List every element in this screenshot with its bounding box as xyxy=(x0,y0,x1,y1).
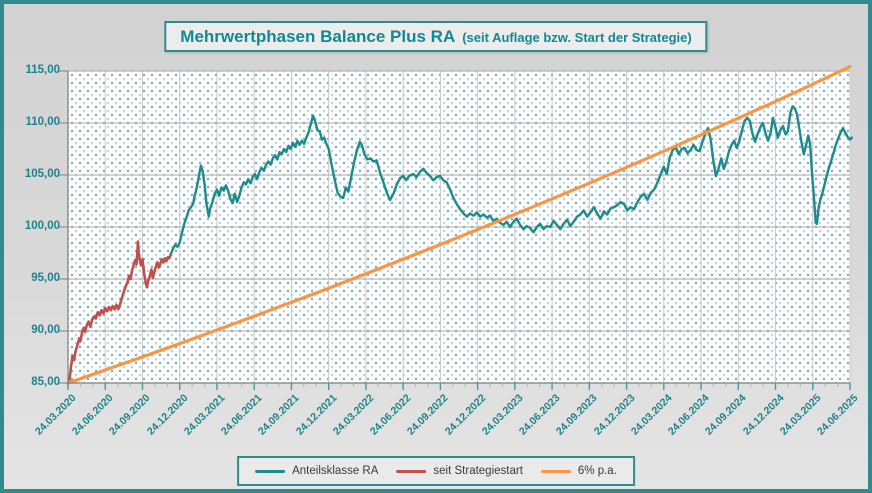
legend-line-swatch-2 xyxy=(396,469,427,473)
y-axis-label: 115,00 xyxy=(25,64,60,76)
chart-title-box: Mehrwertphasen Balance Plus RA (seit Auf… xyxy=(164,21,708,52)
legend-label: seit Strategiestart xyxy=(433,465,523,477)
y-axis-label: 100,00 xyxy=(24,220,60,232)
legend-item: seit Strategiestart xyxy=(396,465,523,477)
legend-line-swatch-1 xyxy=(255,469,286,473)
y-axis-label: 85,00 xyxy=(31,376,60,388)
legend-item: 6% p.a. xyxy=(540,465,617,477)
legend-item: Anteilsklasse RA xyxy=(255,465,378,477)
chart-title: Mehrwertphasen Balance Plus RA xyxy=(180,27,456,46)
legend-label: 6% p.a. xyxy=(577,465,617,477)
y-axis-label: 110,00 xyxy=(25,116,60,128)
y-axis-label: 105,00 xyxy=(24,168,60,180)
y-axis-label: 90,00 xyxy=(31,324,60,336)
legend-box: Anteilsklasse RA seit Strategiestart 6% p.… xyxy=(237,456,635,486)
series-line-1 xyxy=(169,105,854,256)
y-axis-label: 95,00 xyxy=(31,272,60,284)
series-line-3 xyxy=(66,64,852,385)
chart-subtitle: (seit Auflage bzw. Start der Strategie) xyxy=(462,30,692,45)
legend-line-swatch-3 xyxy=(540,469,571,473)
series-line-2 xyxy=(66,240,173,385)
legend-label: Anteilsklasse RA xyxy=(292,465,379,477)
